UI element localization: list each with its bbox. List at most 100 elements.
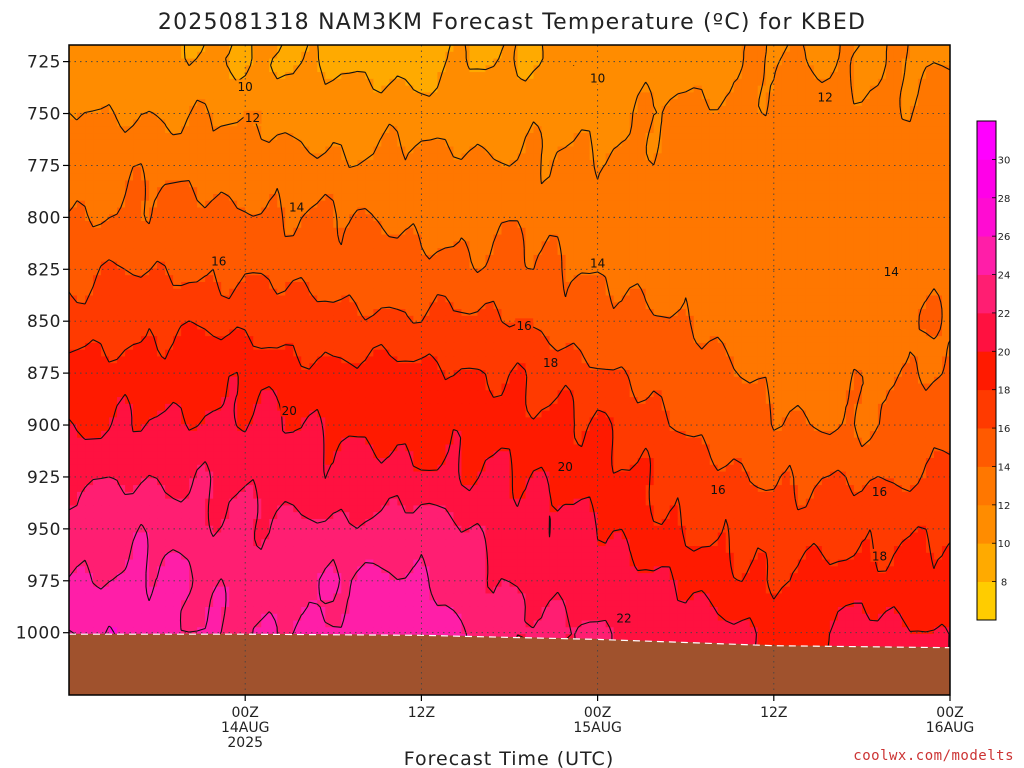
temperature-cell	[453, 322, 463, 330]
temperature-cell	[309, 309, 318, 317]
temperature-cell	[853, 45, 863, 53]
temperature-cell	[85, 153, 94, 161]
temperature-cell	[621, 241, 631, 249]
temperature-cell	[565, 302, 575, 310]
temperature-cell	[725, 248, 735, 256]
temperature-cell	[349, 45, 358, 53]
temperature-cell	[621, 72, 631, 80]
temperature-cell	[589, 65, 599, 73]
temperature-cell	[109, 180, 118, 188]
temperature-cell	[77, 85, 86, 93]
temperature-cell	[837, 180, 847, 188]
temperature-cell	[389, 51, 398, 60]
temperature-cell	[717, 241, 727, 249]
temperature-cell	[741, 295, 751, 303]
temperature-cell	[861, 58, 871, 66]
temperature-cell	[765, 146, 775, 154]
temperature-cell	[821, 51, 831, 60]
temperature-cell	[517, 160, 527, 168]
temperature-cell	[653, 200, 663, 209]
temperature-cell	[781, 187, 791, 195]
temperature-cell	[861, 295, 871, 303]
temperature-cell	[93, 268, 102, 276]
temperature-cell	[357, 349, 366, 358]
temperature-cell	[605, 72, 615, 80]
temperature-cell	[253, 51, 262, 60]
temperature-cell	[101, 45, 110, 53]
temperature-cell	[605, 254, 615, 263]
temperature-cell	[861, 51, 871, 60]
temperature-cell	[389, 99, 398, 107]
temperature-cell	[93, 207, 102, 215]
temperature-cell	[925, 241, 935, 249]
temperature-cell	[581, 45, 591, 53]
temperature-cell	[837, 288, 847, 297]
temperature-cell	[869, 85, 879, 93]
temperature-cell	[757, 92, 767, 100]
temperature-cell	[277, 153, 286, 161]
temperature-cell	[261, 119, 270, 127]
temperature-cell	[701, 281, 711, 290]
temperature-cell	[541, 275, 551, 283]
temperature-cell	[365, 200, 374, 209]
temperature-cell	[837, 241, 847, 249]
temperature-cell	[405, 78, 414, 87]
temperature-cell	[493, 302, 503, 310]
temperature-cell	[845, 336, 855, 344]
temperature-cell	[725, 45, 735, 53]
temperature-cell	[101, 112, 110, 121]
temperature-cell	[493, 92, 503, 100]
temperature-cell	[829, 275, 839, 283]
temperature-cell	[117, 160, 126, 168]
temperature-cell	[941, 112, 950, 121]
temperature-cell	[301, 180, 310, 188]
temperature-cell	[381, 78, 390, 87]
temperature-cell	[333, 288, 342, 297]
temperature-cell	[637, 315, 647, 324]
temperature-cell	[637, 200, 647, 209]
temperature-cell	[101, 160, 110, 168]
temperature-cell	[693, 261, 703, 270]
temperature-cell	[237, 146, 246, 154]
temperature-cell	[789, 261, 799, 270]
temperature-cell	[437, 99, 447, 107]
temperature-cell	[101, 227, 110, 236]
temperature-cell	[101, 126, 110, 134]
temperature-cell	[133, 153, 142, 161]
temperature-cell	[661, 72, 671, 80]
temperature-cell	[893, 105, 903, 114]
temperature-cell	[573, 92, 583, 100]
temperature-cell	[741, 112, 751, 121]
temperature-cell	[661, 112, 671, 121]
temperature-cell	[933, 119, 943, 127]
temperature-cell	[277, 160, 286, 168]
temperature-cell	[773, 146, 783, 154]
temperature-cell	[853, 207, 863, 215]
temperature-cell	[157, 214, 166, 222]
temperature-cell	[693, 166, 703, 175]
temperature-cell	[821, 45, 831, 53]
temperature-cell	[629, 309, 639, 317]
temperature-cell	[837, 51, 847, 60]
temperature-cell	[149, 85, 158, 93]
temperature-cell	[533, 227, 543, 236]
temperature-cell	[221, 281, 230, 290]
temperature-cell	[77, 248, 86, 256]
temperature-cell	[549, 65, 559, 73]
temperature-cell	[389, 342, 398, 351]
temperature-cell	[453, 146, 463, 154]
temperature-cell	[325, 187, 334, 195]
temperature-cell	[309, 214, 318, 222]
temperature-cell	[109, 166, 118, 175]
temperature-cell	[245, 193, 254, 202]
temperature-cell	[125, 133, 134, 141]
temperature-cell	[605, 342, 615, 351]
temperature-cell	[669, 139, 679, 148]
temperature-cell	[493, 58, 503, 66]
temperature-cell	[477, 153, 487, 161]
temperature-cell	[573, 295, 583, 303]
temperature-cell	[597, 295, 607, 303]
temperature-cell	[477, 133, 487, 141]
temperature-cell	[165, 241, 174, 249]
temperature-cell	[669, 207, 679, 215]
